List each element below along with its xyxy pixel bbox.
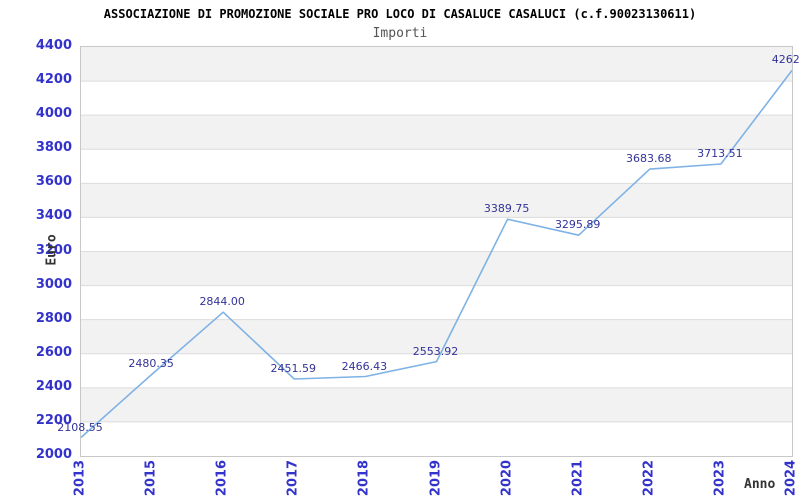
data-point-label: 2480.35 [128, 357, 174, 371]
plot-band [81, 353, 792, 388]
plot-band [81, 387, 792, 422]
data-point-label: 3295.89 [554, 218, 601, 232]
chart-subtitle: Importi [372, 26, 428, 41]
y-tick-label: 4000 [35, 106, 72, 122]
x-tick-label: 2024 [783, 459, 799, 497]
plot-area [80, 46, 793, 457]
y-tick-label: 4400 [35, 38, 72, 53]
data-point-label: 3713.51 [697, 146, 743, 160]
y-tick-label: 2200 [35, 412, 72, 428]
y-axis-title: Euro [44, 234, 60, 266]
x-tick-label: 2020 [499, 459, 515, 497]
y-tick-label: 2000 [35, 447, 72, 462]
plot-band [81, 251, 792, 286]
x-tick-label: 2021 [570, 459, 586, 497]
x-axis-title: Anno [744, 477, 776, 492]
x-tick-label: 2023 [712, 459, 728, 497]
x-tick-label: 2022 [641, 459, 657, 497]
plot-band [81, 217, 792, 252]
y-tick-label: 3800 [35, 140, 72, 156]
y-tick-label: 3600 [35, 174, 72, 190]
plot-band [81, 149, 792, 184]
line-chart-svg [81, 47, 792, 456]
series-line-importi [81, 69, 792, 439]
chart-title: ASSOCIAZIONE DI PROMOZIONE SOCIALE PRO L… [103, 7, 697, 21]
plot-band [81, 285, 792, 320]
data-point-label: 2466.43 [341, 359, 388, 373]
x-tick-label: 2017 [285, 459, 301, 497]
data-point-label: 2844.00 [199, 295, 245, 309]
data-point-label: 3683.68 [626, 152, 672, 166]
y-tick-label: 2600 [35, 344, 72, 360]
data-point-label: 3389.75 [483, 202, 530, 216]
plot-band [81, 115, 792, 150]
plot-band [81, 319, 792, 354]
y-tick-label: 2400 [35, 378, 72, 394]
data-point-label: 2451.59 [270, 362, 317, 376]
data-point-label: 2553.92 [412, 344, 459, 358]
y-tick-label: 3200 [35, 242, 72, 258]
y-tick-label: 4200 [35, 72, 72, 88]
plot-band [81, 183, 792, 218]
y-tick-label: 3000 [35, 276, 72, 292]
data-point-label: 4262.5 [771, 53, 800, 67]
data-point-label: 2108.55 [57, 420, 103, 434]
x-tick-label: 2015 [143, 459, 159, 497]
x-tick-label: 2019 [428, 459, 443, 497]
plot-band [81, 81, 792, 116]
x-tick-label: 2013 [72, 459, 88, 497]
y-tick-label: 3400 [35, 208, 72, 224]
x-tick-label: 2018 [356, 459, 372, 497]
y-tick-label: 2800 [35, 310, 72, 326]
plot-band [81, 421, 792, 456]
x-tick-label: 2016 [214, 459, 230, 497]
plot-band [81, 47, 792, 82]
